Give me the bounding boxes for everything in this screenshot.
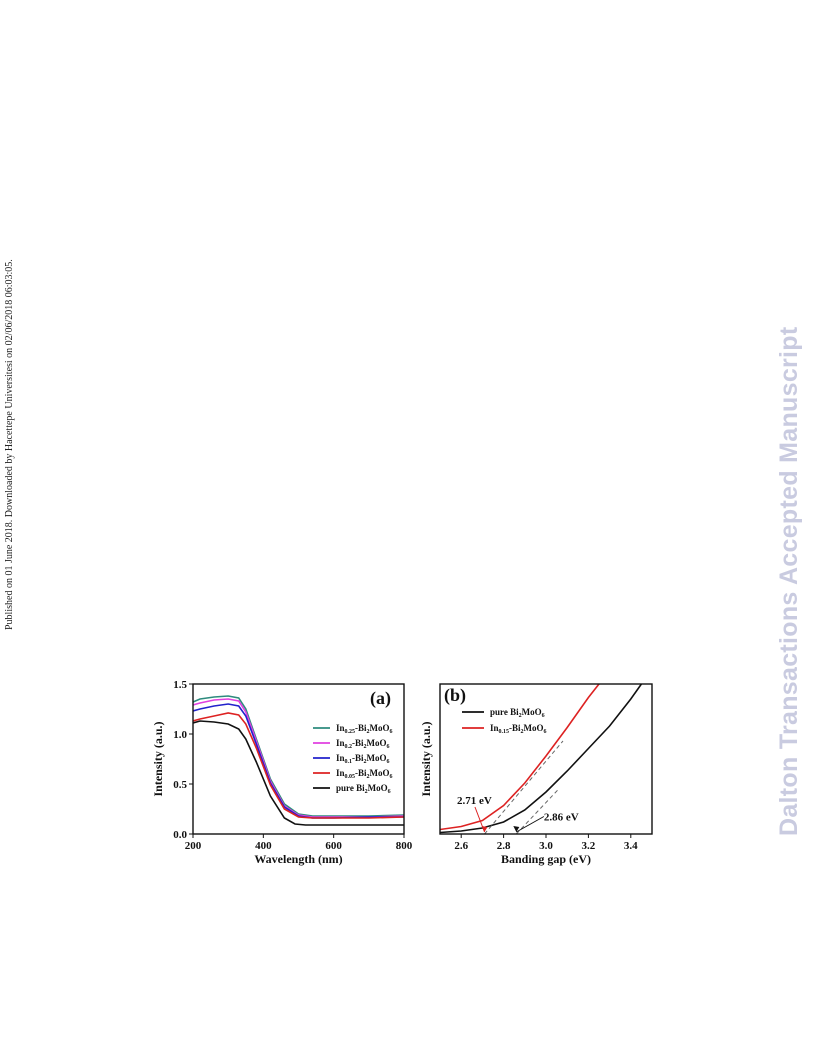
x-tick-label-a-3: 800 xyxy=(396,840,413,852)
series-line-b-0 xyxy=(440,684,643,834)
x-axis-label-b: Banding gap (eV) xyxy=(501,852,591,866)
x-tick-label-b-3: 3.2 xyxy=(582,840,596,852)
legend-label-a-1: In0.2-Bi2MoO6 xyxy=(336,738,390,750)
series-line-b-1 xyxy=(440,684,600,831)
annotation-arrow-1 xyxy=(516,816,545,833)
panel-b: 2.71 eV 2.86 eV 2.6 2.8 3.0 3.2 3.4 Banding gap… xyxy=(419,683,653,866)
annotation-arrowhead-0 xyxy=(481,826,488,832)
y-tick-label-a-2: 1.0 xyxy=(173,729,187,741)
series-line-a-4 xyxy=(193,720,404,826)
legend-label-a-0: In0.25-Bi2MoO6 xyxy=(336,723,393,735)
annotation-label-1: 2.86 eV xyxy=(544,812,579,824)
series-line-a-3 xyxy=(193,712,404,819)
annotation-label-0: 2.71 eV xyxy=(457,795,492,807)
y-axis-label-a: Intensity (a.u.) xyxy=(151,721,165,796)
x-tick-label-b-1: 2.8 xyxy=(497,840,511,852)
legend-label-b-1: In0.15-Bi2MoO6 xyxy=(490,723,547,735)
tangent-line-1 xyxy=(515,788,560,835)
x-tick-label-b-0: 2.6 xyxy=(454,840,468,852)
x-tick-label-a-2: 600 xyxy=(325,840,342,852)
y-tick-label-a-3: 1.5 xyxy=(173,679,187,691)
x-tick-label-a-1: 400 xyxy=(255,840,272,852)
panel-a: 200 400 600 800 0.0 0.5 1.0 1.5 Wavelength (nm) I… xyxy=(151,679,413,866)
legend-label-b-0: pure Bi2MoO6 xyxy=(490,707,545,719)
x-tick-label-a-0: 200 xyxy=(185,840,202,852)
x-axis-label-a: Wavelength (nm) xyxy=(254,852,342,866)
tangent-line-0 xyxy=(484,740,564,835)
x-tick-label-b-2: 3.0 xyxy=(539,840,553,852)
panel-label-a: (a) xyxy=(370,688,391,709)
annotation-arrowhead-1 xyxy=(513,826,520,832)
legend-label-a-4: pure Bi2MoO6 xyxy=(336,783,391,795)
y-axis-label-b: Intensity (a.u.) xyxy=(419,721,433,796)
panel-label-b: (b) xyxy=(444,685,466,706)
legend-label-a-2: In0.1-Bi2MoO6 xyxy=(336,753,390,765)
legend-label-a-3: In0.05-Bi2MoO6 xyxy=(336,768,393,780)
y-tick-label-a-0: 0.0 xyxy=(173,829,187,841)
series-line-a-1 xyxy=(193,698,404,818)
x-tick-label-b-4: 3.4 xyxy=(624,840,638,852)
plot-frame-a xyxy=(192,683,405,835)
y-tick-label-a-1: 0.5 xyxy=(173,779,187,791)
